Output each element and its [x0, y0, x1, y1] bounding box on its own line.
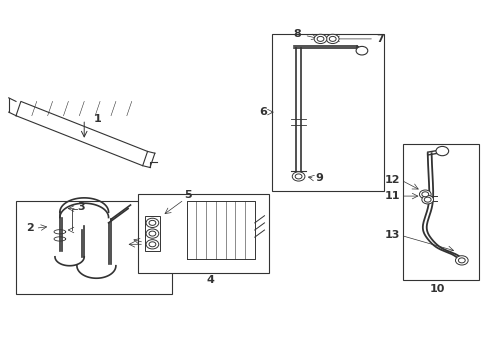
- Circle shape: [456, 256, 468, 265]
- Circle shape: [326, 34, 339, 44]
- Text: 5: 5: [184, 190, 192, 200]
- Circle shape: [314, 34, 327, 44]
- Circle shape: [292, 172, 305, 181]
- Bar: [138, 194, 270, 273]
- Text: 13: 13: [385, 230, 400, 240]
- Text: 8: 8: [294, 28, 301, 39]
- Polygon shape: [16, 102, 147, 166]
- Circle shape: [419, 190, 431, 199]
- Text: 3: 3: [77, 202, 85, 212]
- Circle shape: [422, 192, 429, 197]
- Circle shape: [146, 229, 159, 238]
- Circle shape: [149, 242, 156, 247]
- Text: 1: 1: [94, 114, 102, 124]
- Circle shape: [436, 147, 449, 156]
- Text: 12: 12: [385, 175, 400, 185]
- Text: 6: 6: [259, 107, 267, 117]
- Circle shape: [459, 258, 465, 263]
- Circle shape: [422, 195, 434, 204]
- Text: 4: 4: [207, 275, 215, 285]
- Text: 11: 11: [385, 191, 400, 201]
- Polygon shape: [187, 202, 255, 258]
- Bar: [272, 33, 384, 191]
- Bar: [403, 144, 479, 280]
- Circle shape: [317, 36, 324, 41]
- Circle shape: [329, 36, 336, 41]
- Text: 9: 9: [316, 173, 323, 183]
- Circle shape: [149, 220, 156, 225]
- Bar: [145, 216, 160, 251]
- Circle shape: [146, 218, 159, 228]
- Circle shape: [149, 231, 156, 236]
- Text: 3: 3: [145, 238, 153, 248]
- Circle shape: [146, 240, 159, 249]
- Text: 10: 10: [430, 284, 445, 294]
- Text: 7: 7: [376, 34, 384, 44]
- Circle shape: [424, 197, 431, 202]
- Bar: [16, 202, 172, 294]
- Text: 2: 2: [26, 223, 33, 233]
- Circle shape: [295, 174, 302, 179]
- Circle shape: [356, 46, 368, 55]
